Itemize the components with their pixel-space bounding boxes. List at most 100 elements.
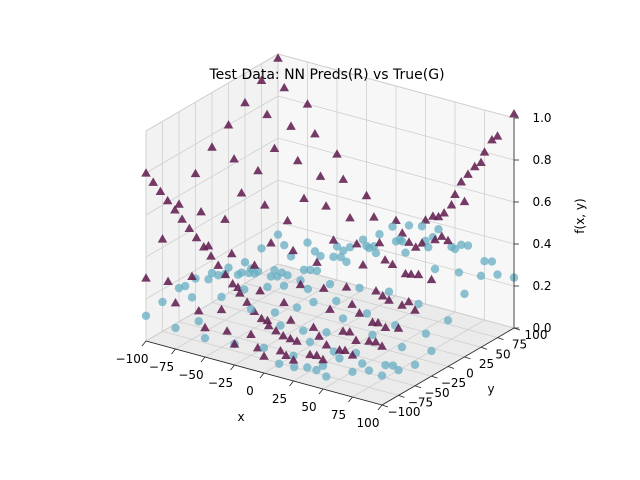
true-value-point [303, 238, 312, 247]
nn-prediction-point [285, 315, 296, 324]
true-value-point [410, 360, 420, 369]
x-tick-mark [289, 380, 294, 387]
true-value-point [460, 289, 469, 299]
nn-prediction-point [446, 200, 457, 209]
x-tick-mark [377, 404, 383, 411]
true-value-point [194, 317, 203, 326]
nn-prediction-point [184, 223, 195, 232]
true-value-point [233, 270, 243, 279]
true-value-point [362, 309, 372, 318]
nn-prediction-point [229, 154, 239, 163]
nn-prediction-point [373, 317, 383, 327]
nn-prediction-point [380, 322, 391, 331]
y-tick-label: 25 [479, 357, 494, 371]
x-tick-mark [230, 364, 235, 371]
true-value-point [342, 257, 351, 267]
y-tick-mark [464, 356, 471, 360]
true-value-point [310, 247, 320, 256]
nn-prediction-point [278, 330, 288, 340]
true-value-point [487, 257, 497, 266]
nn-prediction-point [391, 215, 401, 224]
nn-prediction-point [344, 327, 355, 336]
nn-prediction-point [227, 278, 238, 288]
y-tick-label: 75 [512, 338, 527, 352]
nn-prediction-point [302, 99, 313, 108]
x-tick-label: 50 [301, 400, 316, 414]
true-value-point [355, 283, 364, 293]
true-value-point [371, 248, 381, 258]
nn-prediction-point [271, 325, 281, 335]
nn-prediction-point [275, 345, 286, 355]
y-tick-label: −75 [408, 395, 433, 409]
nn-prediction-point [318, 283, 329, 292]
nn-prediction-point [406, 269, 416, 278]
nn-prediction-point [308, 322, 319, 331]
nn-prediction-point [318, 354, 328, 364]
nn-prediction-point [456, 177, 467, 186]
nn-prediction-point [162, 195, 173, 205]
true-value-point [414, 299, 423, 309]
true-value-point [421, 329, 431, 338]
nn-prediction-point [347, 350, 358, 359]
true-value-point [397, 342, 407, 352]
true-value-point [299, 265, 309, 275]
nn-prediction-point [299, 193, 309, 203]
nn-prediction-point [249, 260, 260, 269]
y-tick-label: −25 [441, 376, 466, 390]
nn-prediction-point [213, 260, 223, 269]
true-value-point [339, 246, 348, 255]
nn-prediction-point [463, 169, 473, 178]
x-tick-label: 75 [331, 408, 346, 422]
nn-prediction-point [345, 213, 355, 222]
nn-prediction-point [263, 320, 274, 330]
nn-prediction-point [341, 282, 352, 291]
z-tick-label: 0.8 [532, 153, 551, 167]
nn-prediction-point [220, 269, 231, 279]
nn-prediction-point [216, 304, 227, 314]
nn-prediction-point [410, 305, 420, 314]
nn-prediction-point [380, 255, 390, 264]
true-value-point [493, 270, 502, 279]
true-value-point [214, 271, 223, 280]
true-value-point [263, 282, 272, 292]
true-value-point [270, 308, 280, 317]
y-tick-mark [480, 346, 488, 350]
nn-prediction-point [255, 285, 265, 295]
nn-prediction-point [207, 142, 217, 151]
true-value-point [377, 371, 387, 380]
nn-prediction-point [476, 157, 486, 167]
nn-prediction-point [439, 208, 449, 217]
nn-prediction-point [377, 341, 387, 350]
nn-prediction-point [369, 212, 379, 221]
true-value-point [200, 333, 210, 343]
x-tick-label: 100 [357, 416, 380, 430]
z-tick-label: 0.2 [532, 279, 551, 293]
nn-prediction-point [200, 322, 210, 332]
true-value-point [257, 244, 266, 253]
nn-prediction-point [229, 339, 240, 348]
true-value-point [476, 271, 486, 281]
nn-prediction-point [340, 345, 350, 355]
true-value-point [187, 293, 197, 302]
nn-prediction-point [187, 271, 197, 280]
nn-prediction-point [288, 355, 299, 364]
x-tick-label: −75 [149, 360, 174, 374]
true-value-point [480, 257, 489, 266]
nn-prediction-point [148, 177, 159, 186]
true-value-point [158, 297, 167, 307]
nn-prediction-point [404, 237, 414, 246]
nn-prediction-point [281, 350, 291, 360]
true-value-point [204, 275, 213, 284]
true-value-point [447, 242, 456, 252]
grid-line-z [145, 95, 515, 174]
y-tick-label: 100 [525, 328, 548, 342]
grid-line-z [145, 137, 515, 216]
true-value-point [276, 321, 285, 330]
true-value-point [332, 242, 342, 251]
nn-prediction-point [315, 171, 326, 180]
true-value-point [443, 316, 453, 325]
y-tick-mark [447, 366, 455, 369]
grid-line-z [145, 221, 515, 300]
nn-prediction-point [364, 336, 374, 345]
chart-title: Test Data: NN Preds(R) vs True(G) [208, 67, 444, 83]
